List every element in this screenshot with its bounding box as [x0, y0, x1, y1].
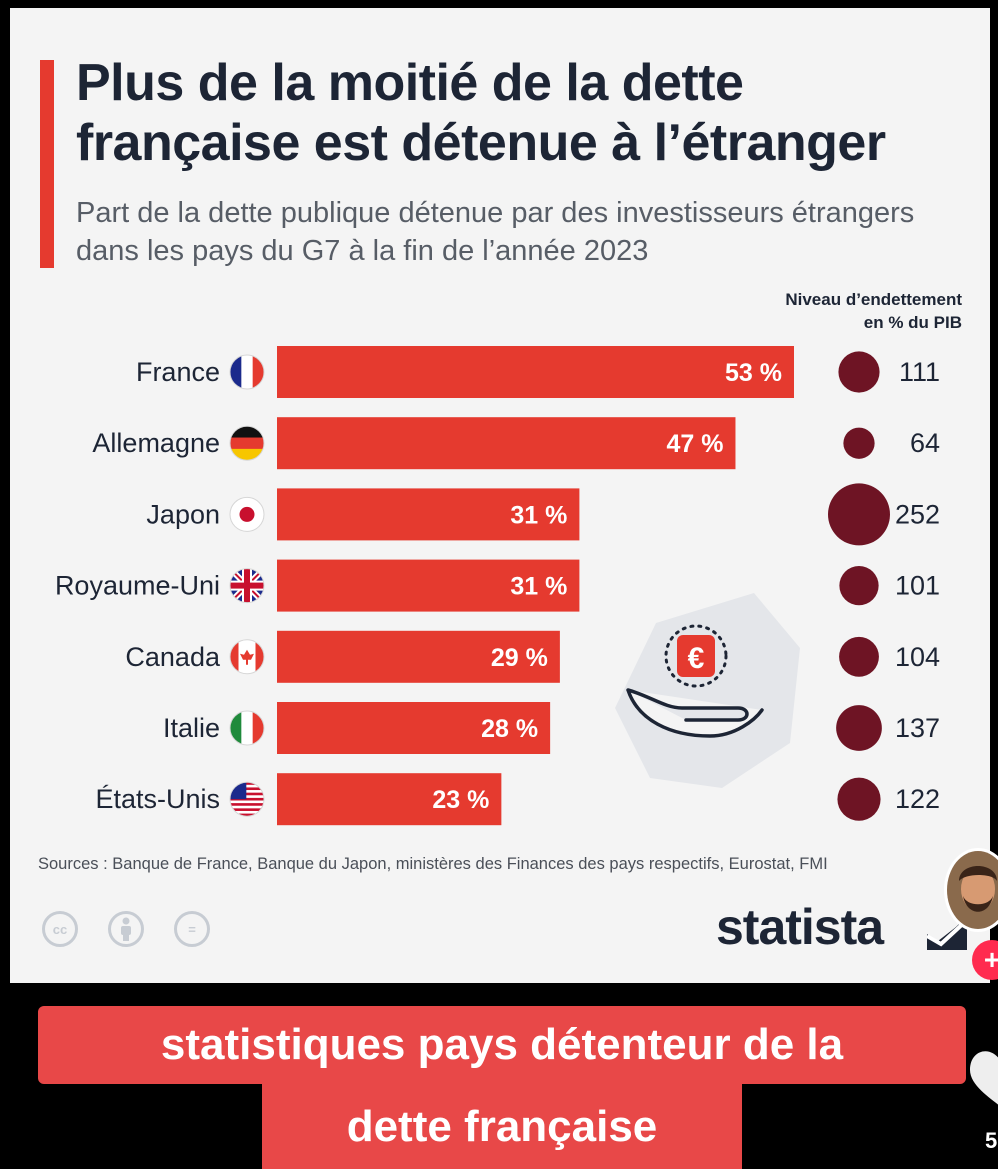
statista-logo-text[interactable]: statista: [716, 899, 884, 955]
category-label: Royaume-Uni: [55, 571, 220, 601]
bar-row: 29 % Canada 104: [125, 630, 940, 683]
flag-usa-icon-stripe: [230, 813, 264, 817]
cc-icon[interactable]: cc: [42, 911, 78, 947]
flag-usa-icon-ring: [229, 781, 265, 817]
flag-france-icon-ring: [229, 354, 265, 390]
flag-uk-icon-cross-red: [230, 582, 264, 589]
flag-usa-icon-stripe: [230, 787, 264, 791]
bar: [277, 630, 560, 683]
flag-italy-icon-stripe: [230, 711, 242, 745]
debt-value-label: 104: [895, 642, 940, 672]
flag-canada-icon-band: [255, 639, 264, 674]
flag-france-icon-stripe: [252, 355, 264, 389]
flag-uk-icon-ring: [229, 568, 265, 604]
caption-line-1: statistiques pays détenteur de la: [38, 1006, 966, 1084]
follow-button[interactable]: +: [972, 940, 998, 980]
creator-avatar[interactable]: [944, 848, 998, 932]
debt-bubble: [837, 777, 881, 821]
debt-value-label: 111: [899, 357, 940, 387]
flag-usa-icon-stripe: [230, 792, 264, 796]
bar: [277, 559, 580, 612]
infographic-card: Plus de la moitié de la dette française …: [10, 8, 990, 983]
flag-canada-icon-ring: [229, 639, 265, 675]
category-label: Italie: [163, 713, 220, 743]
flag-usa-icon-stripe: [230, 797, 264, 801]
category-label: Allemagne: [92, 428, 220, 458]
debt-value-label: 122: [895, 784, 940, 814]
category-label: États-Unis: [95, 784, 220, 814]
bar-value-label: 47 %: [666, 430, 723, 458]
bar: [277, 346, 794, 398]
flag-canada-icon-leaf: [240, 649, 254, 665]
category-label: Canada: [125, 642, 221, 672]
debt-bubble: [836, 705, 882, 751]
like-count: 5: [985, 1128, 998, 1153]
bar-value-label: 31 %: [510, 573, 567, 601]
flag-japan-icon-disc: [239, 506, 255, 522]
bar-chart: € 53 % France 111 47 % Allemagne 64 31 % Japon 2…: [55, 346, 940, 826]
flag-italy-icon-stripe: [241, 711, 254, 745]
title-accent-bar: [40, 60, 54, 268]
flag-germany-icon: [230, 426, 264, 461]
bar: [277, 773, 502, 826]
caption-line-2: dette française: [262, 1084, 742, 1169]
bar-row: 53 % France 111: [136, 346, 940, 398]
debt-value-label: 64: [910, 428, 940, 458]
flag-japan-icon: [230, 497, 264, 532]
attribution-icon[interactable]: [108, 911, 144, 947]
flag-france-icon: [230, 355, 264, 389]
category-label: Japon: [146, 499, 220, 529]
flag-usa-icon-stripe: [230, 808, 264, 811]
svg-text:€: €: [688, 642, 705, 675]
debt-value-label: 252: [895, 499, 940, 529]
flag-france-icon-stripe: [241, 355, 254, 389]
flag-canada-icon-band: [230, 639, 239, 674]
bar: [277, 702, 551, 754]
category-label: France: [136, 357, 220, 387]
flag-italy-icon-ring: [229, 710, 265, 746]
flag-usa-icon-stripe: [230, 782, 264, 785]
debt-bubble: [843, 427, 875, 459]
bar: [277, 488, 580, 541]
bar-row: 31 % Japon 252: [146, 483, 940, 546]
bar-row: 47 % Allemagne 64: [92, 417, 940, 470]
secondary-axis-label-line1: Niveau d’endettement: [785, 290, 962, 309]
debt-value-label: 137: [895, 713, 940, 743]
euro-coin-hand-icon: €: [615, 593, 800, 788]
flag-italy-icon-stripe: [252, 711, 264, 745]
statista-logo-icon: [927, 916, 967, 950]
bar-value-label: 28 %: [481, 715, 538, 743]
flag-germany-icon-ring: [229, 425, 265, 461]
chart-title: Plus de la moitié de la dette française …: [76, 54, 886, 172]
bar-row: 31 % Royaume-Uni 101: [55, 559, 940, 612]
debt-value-label: 101: [895, 571, 940, 601]
debt-bubble: [839, 565, 879, 606]
debt-bubble: [828, 483, 890, 546]
flag-canada-icon: [230, 639, 264, 674]
flag-france-icon-stripe: [230, 355, 242, 389]
sources-note: Sources : Banque de France, Banque du Ja…: [38, 855, 828, 873]
chart-subtitle: Part de la dette publique détenue par de…: [76, 197, 915, 267]
bar-value-label: 31 %: [510, 501, 567, 529]
flag-italy-icon: [230, 711, 264, 745]
secondary-axis-label-line2: en % du PIB: [863, 313, 962, 332]
flag-uk-icon: [230, 568, 264, 603]
flag-germany-icon-stripe: [230, 448, 264, 461]
bar: [277, 417, 736, 470]
bar-value-label: 23 %: [432, 786, 489, 814]
bar-row: 23 % États-Unis 122: [95, 773, 940, 826]
like-heart-icon[interactable]: [960, 1040, 998, 1110]
flag-germany-icon-stripe: [230, 437, 264, 450]
debt-bubble: [839, 636, 879, 677]
bar-row: 28 % Italie 137: [163, 702, 940, 754]
flag-germany-icon-stripe: [230, 426, 264, 439]
bar-value-label: 29 %: [491, 644, 548, 672]
debt-bubble: [838, 351, 880, 393]
flag-usa-icon-stripe: [230, 803, 264, 806]
bar-value-label: 53 %: [725, 359, 782, 387]
no-derivatives-icon[interactable]: =: [174, 911, 210, 947]
flag-japan-icon-ring: [229, 496, 265, 532]
